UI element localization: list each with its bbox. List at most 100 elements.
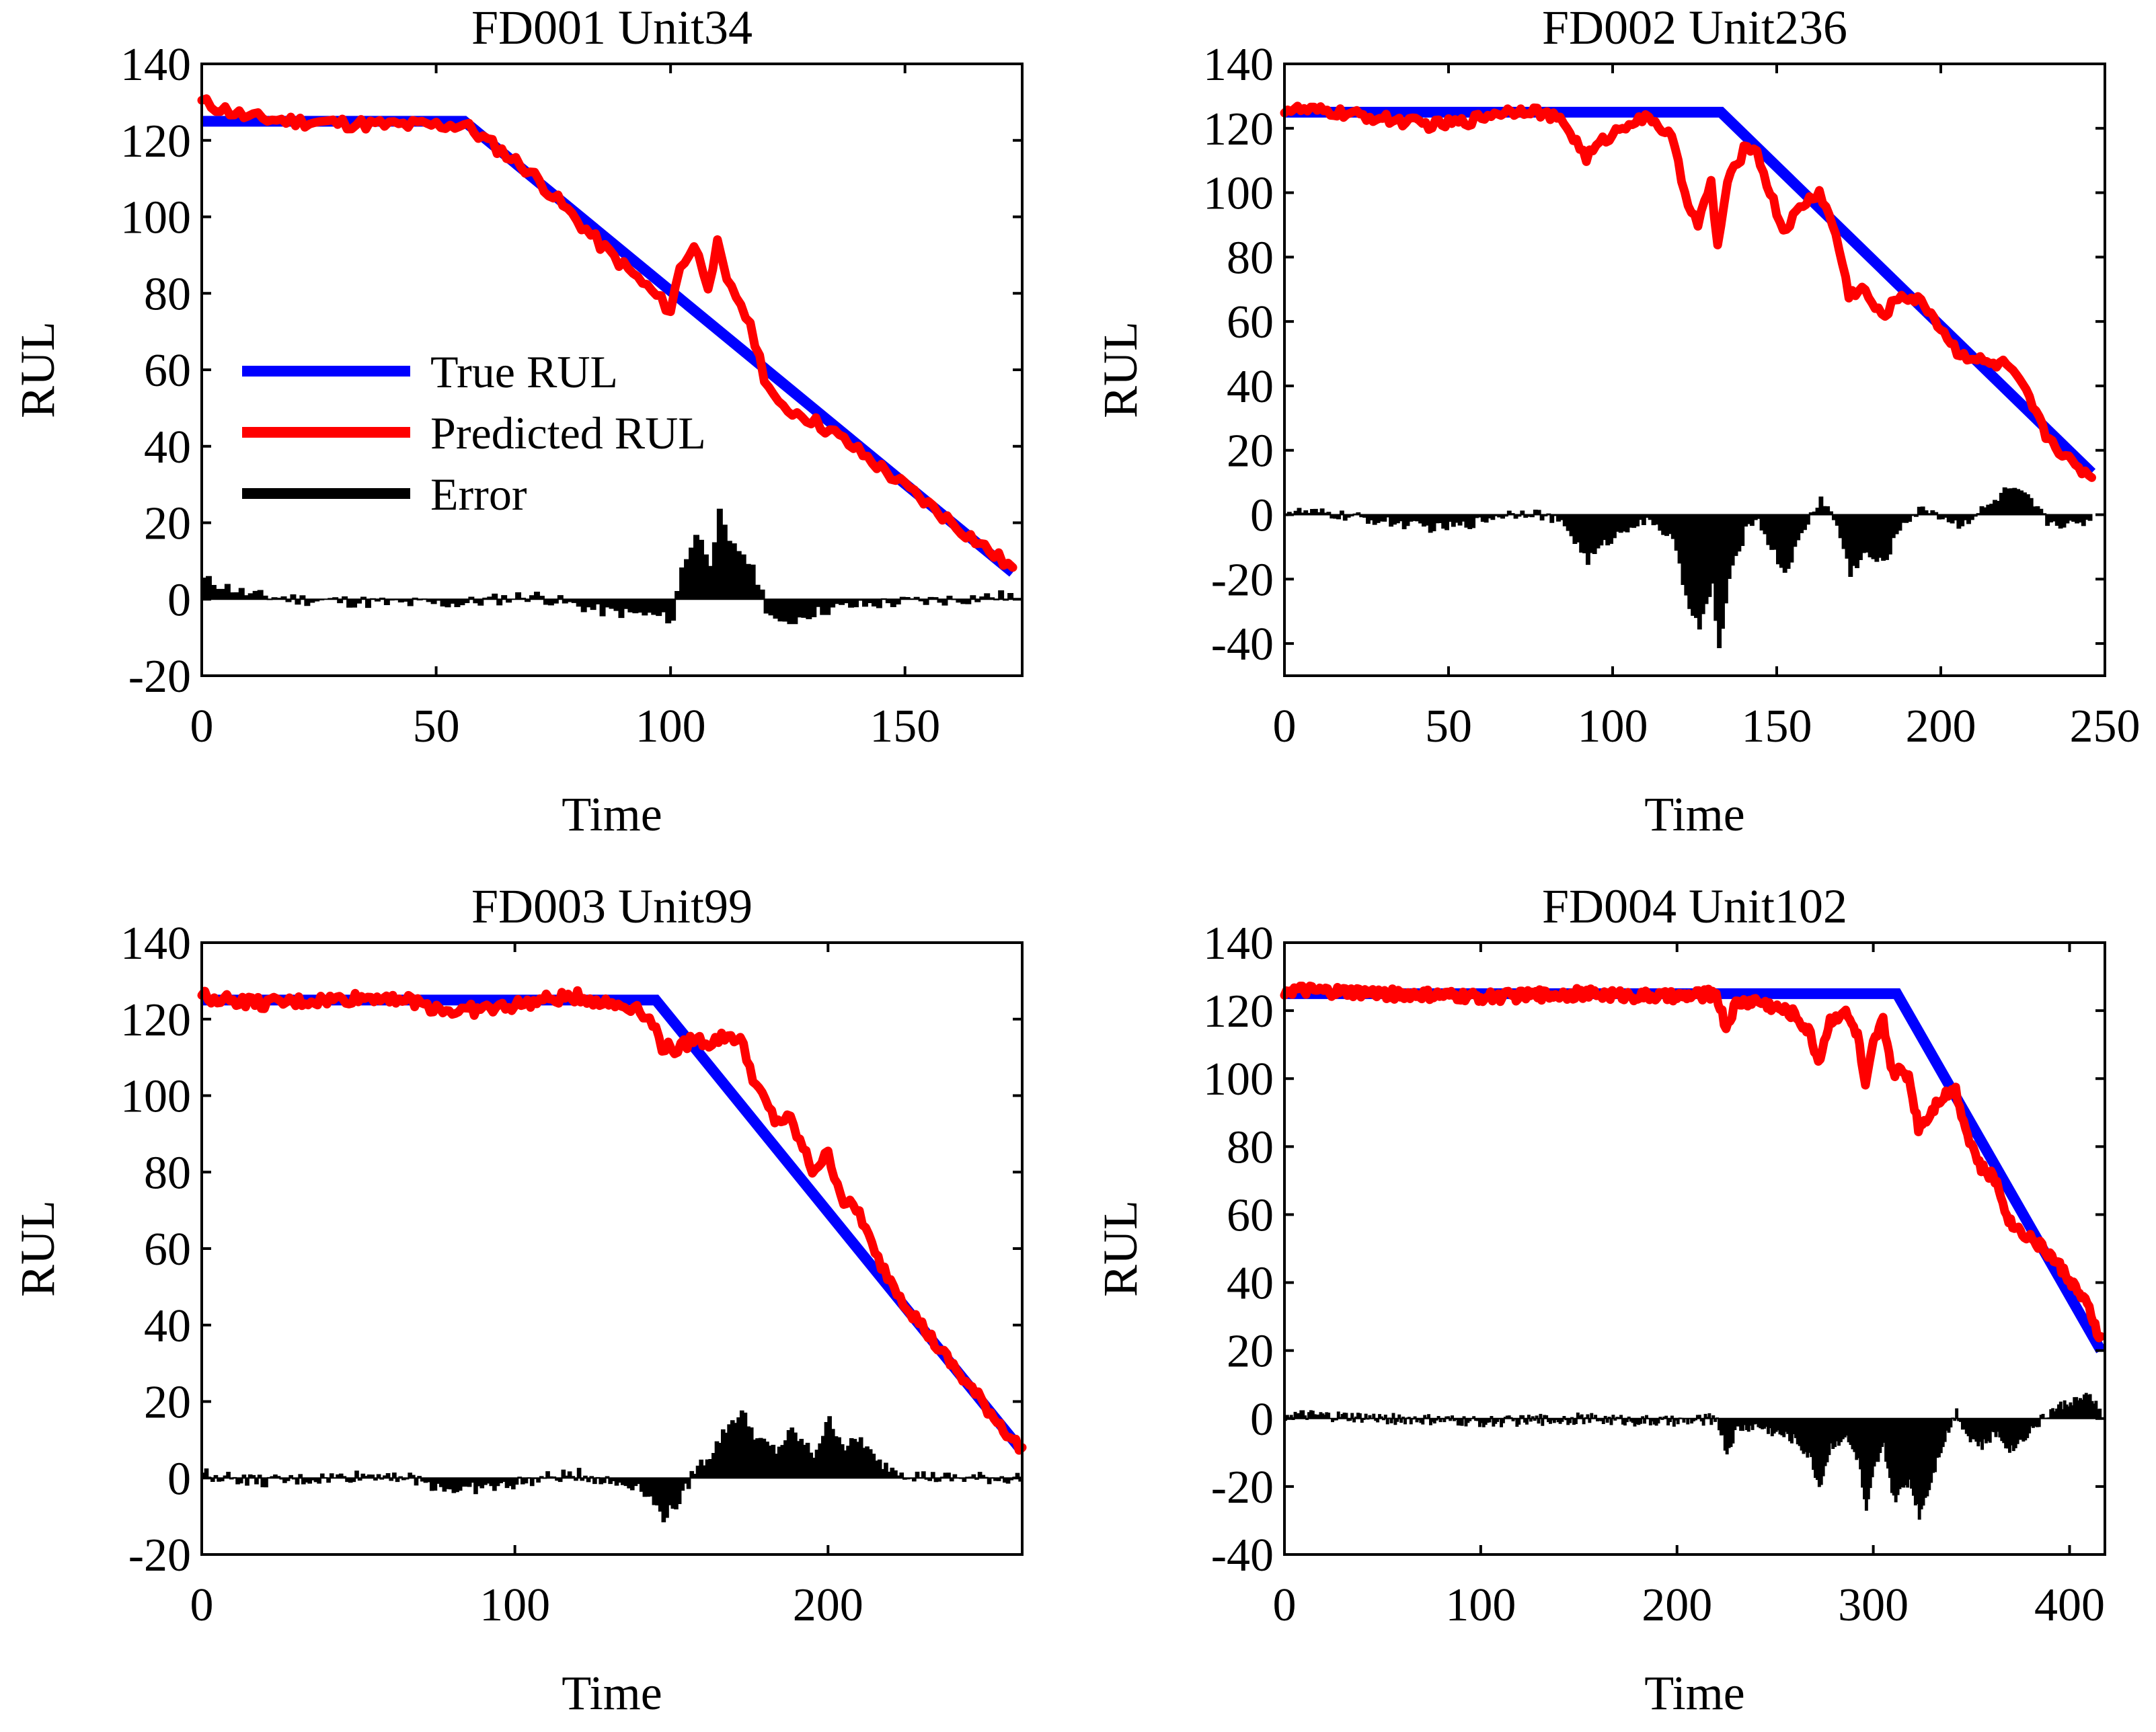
axes-frame bbox=[1283, 941, 2106, 1556]
y-tick-label: 140 bbox=[1203, 918, 1274, 970]
error-layer bbox=[1284, 487, 2093, 649]
y-tick-label: 120 bbox=[1203, 986, 1274, 1037]
error-layer bbox=[1284, 1392, 2102, 1520]
x-tick-label: 0 bbox=[1273, 1579, 1297, 1631]
x-tick-label: 200 bbox=[1906, 701, 1976, 752]
predicted-rul-layer bbox=[1280, 981, 2106, 1343]
x-tick-label: 100 bbox=[479, 1579, 550, 1631]
y-tick-label: 60 bbox=[1227, 1189, 1274, 1241]
tick-layer: -40 -20 0 20 40 60 80 100 120 140 0 50 100 150 200 250 bbox=[1203, 39, 2141, 752]
error-series bbox=[201, 508, 1014, 625]
x-tick-label: 50 bbox=[413, 701, 460, 752]
x-axis-label: Time bbox=[562, 1666, 662, 1720]
x-tick-label: 200 bbox=[793, 1579, 863, 1631]
true-rul-line bbox=[1284, 106, 2096, 477]
chart-title: FD004 Unit102 bbox=[1542, 879, 1847, 933]
y-tick-label: 120 bbox=[120, 116, 191, 167]
x-tick-label: 50 bbox=[1425, 701, 1472, 752]
y-tick-label: 0 bbox=[167, 1453, 191, 1505]
x-tick-label: 100 bbox=[636, 701, 706, 752]
x-tick-label: 150 bbox=[870, 701, 940, 752]
axes-frame bbox=[200, 63, 1024, 677]
predicted-rul-layer bbox=[1280, 102, 2096, 482]
legend-label-error: Error bbox=[430, 469, 527, 520]
y-tick-label: 80 bbox=[1227, 1121, 1274, 1173]
x-tick-label: 0 bbox=[190, 1579, 214, 1631]
y-tick-label: 140 bbox=[1203, 39, 1274, 91]
y-tick-label: 20 bbox=[144, 1377, 191, 1429]
y-tick-label: 20 bbox=[1227, 426, 1274, 477]
predicted-rul-line bbox=[1280, 102, 2096, 482]
true-rul-layer bbox=[1284, 106, 2096, 477]
x-axis-label: Time bbox=[1644, 1666, 1744, 1720]
tick-layer: -40 -20 0 20 40 60 80 100 120 140 0 100 200 300 400 bbox=[1203, 918, 2105, 1631]
x-tick-label: 300 bbox=[1838, 1579, 1909, 1631]
error-layer bbox=[201, 1410, 1023, 1523]
x-tick-label: 100 bbox=[1578, 701, 1648, 752]
panel-fd004: FD004 Unit102 RUL Time -40 -20 0 20 40 60 80 10… bbox=[1093, 879, 2106, 1720]
x-tick-label: 200 bbox=[1642, 1579, 1712, 1631]
y-tick-label: 120 bbox=[1203, 104, 1274, 155]
y-tick-label: 20 bbox=[1227, 1326, 1274, 1378]
predicted-rul-layer bbox=[197, 94, 1017, 572]
true-rul-line bbox=[202, 994, 1027, 1455]
x-axis-label: Time bbox=[562, 787, 662, 841]
y-tick-label: 0 bbox=[1250, 490, 1274, 542]
x-tick-label: 0 bbox=[1273, 701, 1297, 752]
error-series bbox=[1284, 487, 2093, 649]
predicted-rul-line bbox=[197, 986, 1027, 1455]
y-tick-label: 60 bbox=[144, 1224, 191, 1275]
panel-fd001: FD001 Unit34 RUL Time -20020406080100120… bbox=[11, 1, 1024, 841]
error-layer bbox=[201, 508, 1014, 625]
x-tick-label: 100 bbox=[1445, 1579, 1516, 1631]
y-tick-label: 40 bbox=[144, 1300, 191, 1352]
y-tick-label: -20 bbox=[1211, 1462, 1274, 1513]
y-axis-label: RUL bbox=[1093, 1200, 1147, 1297]
x-tick-label: 400 bbox=[2034, 1579, 2105, 1631]
chart-title: FD003 Unit99 bbox=[471, 879, 753, 933]
x-tick-label: 250 bbox=[2070, 701, 2141, 752]
legend-label-predicted-rul: Predicted RUL bbox=[430, 407, 706, 459]
x-tick-label: 150 bbox=[1742, 701, 1812, 752]
y-tick-label: 140 bbox=[120, 39, 191, 91]
y-tick-label: 100 bbox=[1203, 1054, 1274, 1105]
y-tick-label: -20 bbox=[1211, 554, 1274, 606]
axes-frame bbox=[1283, 63, 2106, 677]
y-tick-label: 80 bbox=[144, 1147, 191, 1199]
error-series bbox=[1284, 1392, 2102, 1520]
y-tick-label: 40 bbox=[1227, 1258, 1274, 1310]
y-tick-label: 0 bbox=[167, 574, 191, 626]
y-tick-label: 40 bbox=[144, 422, 191, 473]
predicted-rul-layer bbox=[197, 986, 1027, 1455]
y-tick-label: -40 bbox=[1211, 1530, 1274, 1581]
chart-title: FD001 Unit34 bbox=[471, 1, 753, 54]
panel-fd003: FD003 Unit99 RUL Time -20020406080100120… bbox=[11, 879, 1027, 1720]
predicted-rul-line bbox=[197, 94, 1017, 572]
y-tick-label: 0 bbox=[1250, 1394, 1274, 1446]
y-tick-label: 100 bbox=[120, 1071, 191, 1123]
legend-label-true-rul: True RUL bbox=[430, 346, 618, 397]
y-tick-label: 100 bbox=[1203, 168, 1274, 220]
true-rul-layer bbox=[202, 994, 1027, 1455]
y-tick-label: -40 bbox=[1211, 619, 1274, 670]
y-tick-label: 80 bbox=[144, 268, 191, 320]
y-tick-label: 60 bbox=[144, 345, 191, 397]
predicted-rul-line bbox=[1280, 981, 2106, 1343]
y-tick-label: -20 bbox=[128, 1530, 191, 1581]
y-tick-label: 120 bbox=[120, 994, 191, 1046]
x-tick-label: 0 bbox=[190, 701, 214, 752]
y-tick-label: 20 bbox=[144, 498, 191, 550]
y-tick-label: -20 bbox=[128, 651, 191, 703]
axes-frame bbox=[200, 941, 1024, 1556]
chart-title: FD002 Unit236 bbox=[1542, 1, 1847, 54]
y-axis-label: RUL bbox=[11, 1200, 65, 1297]
error-series bbox=[201, 1410, 1023, 1523]
legend: True RUL Predicted RUL Error bbox=[242, 346, 706, 520]
y-axis-label: RUL bbox=[11, 321, 65, 418]
y-axis-label: RUL bbox=[1093, 321, 1147, 418]
y-tick-label: 60 bbox=[1227, 297, 1274, 348]
y-tick-label: 80 bbox=[1227, 232, 1274, 284]
